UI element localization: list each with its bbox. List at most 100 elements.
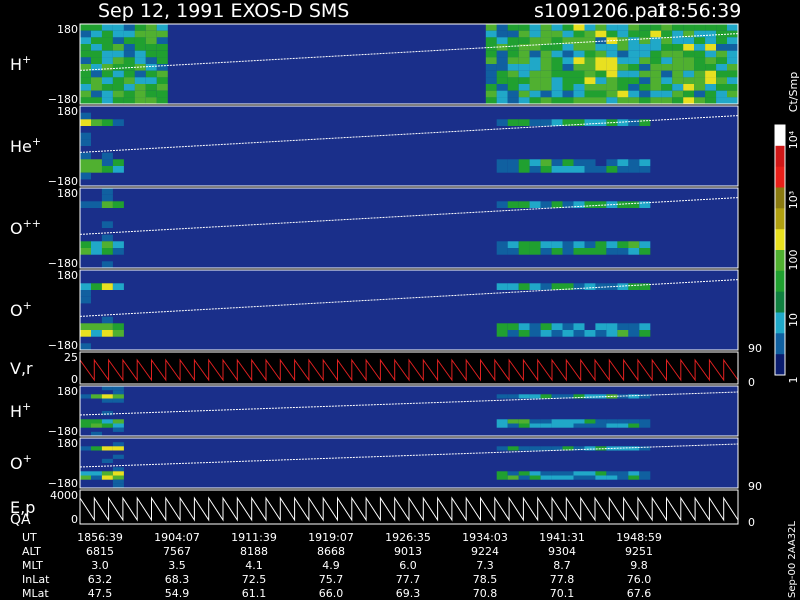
spectrogram-cell <box>595 241 607 248</box>
spectrogram-cell <box>101 166 113 173</box>
spectrogram-cell <box>705 90 717 98</box>
spectrogram-cell <box>672 37 684 44</box>
spectrogram-cell <box>661 57 673 64</box>
spectrogram-cell <box>595 166 607 173</box>
spectrogram-cell <box>727 90 738 98</box>
spectrogram-cell <box>507 248 519 255</box>
spectrogram-cell <box>573 471 585 476</box>
pitch-angle-trace <box>79 197 739 235</box>
spectrogram-cell <box>639 323 651 330</box>
spectrogram-cell <box>156 84 168 91</box>
spectrogram-cell <box>584 37 596 44</box>
spectrogram-cell <box>573 201 585 208</box>
spectrogram-cell <box>91 84 102 91</box>
spectrogram-cell <box>595 283 607 290</box>
spectrogram-cell <box>112 454 124 459</box>
spectrogram-cell <box>529 394 541 399</box>
spectrogram-cell <box>91 323 102 330</box>
spectrogram-cell <box>145 64 157 71</box>
spectrogram-cell <box>101 57 113 64</box>
axis-row-value: 4.9 <box>322 559 340 572</box>
spectrogram-cell <box>551 97 563 104</box>
spectrogram-cell <box>80 37 91 44</box>
spectrogram-cell <box>650 97 662 104</box>
spectrogram-cell <box>496 77 508 84</box>
spectrogram-cell <box>485 90 497 98</box>
axis-row-value: 54.9 <box>165 587 190 600</box>
spectrogram-cell <box>694 50 706 58</box>
spectrogram-background <box>80 106 738 186</box>
spectrogram-cell <box>101 261 113 268</box>
spectrogram-cell <box>639 37 651 44</box>
spectrogram-cell <box>112 446 124 451</box>
spectrogram-cell <box>540 330 552 337</box>
spectrogram-cell <box>606 90 618 98</box>
spectrogram-cell <box>672 70 684 78</box>
spectrogram-cell <box>507 84 519 91</box>
spectrogram-cell <box>112 323 124 330</box>
panel-label: H+ <box>10 400 31 421</box>
spectrogram-cell <box>145 77 157 84</box>
panel-frame <box>79 105 739 187</box>
ytick-top: 180 <box>57 23 78 36</box>
spectrogram-cell <box>101 419 113 424</box>
spectrogram-cell <box>573 84 585 91</box>
plot-time: 18:56:39 <box>656 0 741 22</box>
plot-title: Sep 12, 1991 EXOS-D SMS <box>98 0 349 22</box>
spectrogram-cell <box>727 64 738 71</box>
spectrogram-cell <box>650 44 662 51</box>
spectrogram-cell <box>628 24 640 31</box>
spectrogram-cell <box>123 44 135 51</box>
axis-row-value: 9304 <box>548 545 576 558</box>
spectrogram-cell <box>573 330 585 337</box>
spectrogram-cell <box>91 70 102 78</box>
spectrogram-cell <box>573 44 585 51</box>
spectrogram-cell <box>80 44 91 51</box>
spectrogram-cell <box>595 323 607 330</box>
spectrogram-cell <box>562 159 574 166</box>
spectrogram-cell <box>551 241 563 248</box>
spectrogram-cell <box>562 323 574 330</box>
spectrogram-cell <box>639 30 651 38</box>
spectrogram-cell <box>628 90 640 98</box>
spectrogram-cell <box>606 241 618 248</box>
axis-row-value: 61.1 <box>242 587 267 600</box>
spectrogram-cell <box>551 119 563 126</box>
spectrogram-cell <box>134 30 146 38</box>
spectrogram-cell <box>551 471 563 476</box>
spectrogram-cell <box>518 419 530 424</box>
spectrogram-cell <box>705 50 717 58</box>
spectrogram-cell <box>145 97 157 104</box>
spectrogram-cell <box>156 24 168 31</box>
spectrogram-cell <box>518 166 530 173</box>
spectrogram-cell <box>694 24 706 31</box>
axis-row-name: ALT <box>22 545 41 558</box>
spectrogram-cell <box>540 84 552 91</box>
spectrogram-cell <box>145 70 157 78</box>
spectrogram-cell <box>716 64 728 71</box>
spectrogram-cell <box>573 283 585 290</box>
spectrogram-cell <box>518 323 530 330</box>
spectrogram-cell <box>496 44 508 51</box>
ytick-top: 180 <box>57 105 78 118</box>
spectrogram-cell <box>496 394 508 399</box>
ytick-top: 25 <box>64 351 78 364</box>
right-tick: 90 <box>748 480 762 493</box>
spectrogram-cell <box>80 343 91 350</box>
spectrogram-cell <box>683 97 695 104</box>
spectrogram-cell <box>551 70 563 78</box>
spectrogram-cell <box>91 201 102 208</box>
spectrogram-cell <box>727 70 738 78</box>
spectrogram-cell <box>80 330 91 337</box>
spectrogram-cell <box>540 323 552 330</box>
panel-3: 180 −180 O+ 90 <box>10 269 762 355</box>
spectrogram-cell <box>584 446 596 451</box>
spectrogram-cell <box>595 330 607 337</box>
spectrogram-cell <box>606 84 618 91</box>
spectrogram-cell <box>80 423 91 428</box>
right-tick: 0 <box>748 516 755 529</box>
spectrogram-cell <box>650 37 662 44</box>
ytick-bottom: −180 <box>48 425 78 438</box>
spectrogram-cell <box>123 37 135 44</box>
spectrogram-cell <box>617 423 629 428</box>
